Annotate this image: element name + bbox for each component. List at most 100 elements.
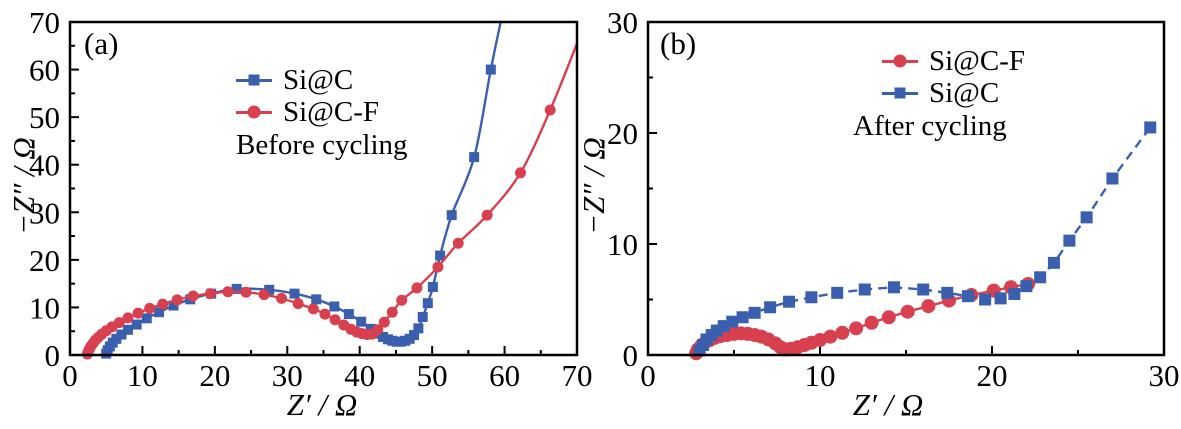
data-point-square bbox=[994, 292, 1007, 305]
legend-label: Si@C bbox=[283, 63, 354, 96]
y-tick-label: 20 bbox=[607, 116, 638, 151]
data-point-square bbox=[961, 290, 974, 303]
data-point-square bbox=[264, 284, 275, 295]
data-point-square bbox=[1034, 271, 1047, 284]
data-point-square bbox=[1144, 121, 1157, 134]
data-point-square bbox=[417, 311, 428, 322]
data-point-square bbox=[1047, 256, 1060, 269]
y-tick-label: 10 bbox=[607, 227, 638, 262]
x-tick-label: 10 bbox=[127, 358, 158, 393]
data-point-circle bbox=[144, 302, 156, 314]
data-point-square bbox=[446, 210, 457, 221]
data-point-square bbox=[289, 288, 300, 299]
data-point-circle bbox=[396, 294, 408, 306]
data-point-circle bbox=[222, 286, 234, 298]
data-point-square bbox=[1106, 172, 1119, 185]
data-point-circle bbox=[275, 292, 287, 304]
legend-note: Before cycling bbox=[236, 129, 408, 161]
y-tick-label: 30 bbox=[607, 5, 638, 40]
data-point-circle bbox=[319, 308, 331, 320]
data-point-circle bbox=[921, 299, 936, 314]
y-axis-title-a: −Z″ / Ω bbox=[6, 137, 41, 235]
panel-a-label: (a) bbox=[84, 26, 119, 61]
x-tick-label: 20 bbox=[977, 358, 1008, 393]
data-point-square bbox=[111, 333, 122, 344]
legend-line-icon bbox=[882, 87, 918, 99]
y-axis-title-b: −Z″ / Ω bbox=[576, 137, 611, 235]
data-point-square bbox=[131, 319, 142, 330]
legend-label: Si@C bbox=[929, 76, 1000, 109]
data-point-square bbox=[485, 64, 496, 75]
x-axis-title-a: Z′ / Ω bbox=[286, 387, 358, 422]
legend-label: Si@C-F bbox=[283, 95, 380, 128]
data-point-circle bbox=[240, 286, 252, 298]
data-point-square bbox=[122, 324, 133, 335]
x-tick-label: 30 bbox=[272, 358, 303, 393]
series-line-Si@C bbox=[698, 126, 1152, 352]
x-tick-label: 30 bbox=[1149, 358, 1180, 393]
data-point-square bbox=[231, 283, 242, 294]
axes-frame bbox=[68, 20, 579, 357]
data-point-circle bbox=[292, 298, 304, 310]
legend-item: Si@C-F bbox=[882, 45, 1025, 77]
data-point-circle bbox=[849, 321, 864, 336]
data-point-circle bbox=[187, 290, 199, 302]
data-point-square bbox=[748, 306, 761, 319]
data-point-circle bbox=[411, 282, 423, 294]
y-tick-label: 40 bbox=[29, 148, 60, 183]
panel-b: 0 10 20 30 0 10 20 30 bbox=[607, 5, 1180, 393]
data-point-circle bbox=[823, 329, 838, 344]
legend-line-icon bbox=[236, 74, 272, 86]
data-point-circle bbox=[864, 315, 879, 330]
data-point-square bbox=[805, 291, 818, 304]
data-point-circle bbox=[544, 104, 556, 116]
data-point-square bbox=[1008, 287, 1021, 300]
y-tick-label: 10 bbox=[29, 290, 60, 325]
legend-b: Si@C-F Si@C After cycling bbox=[853, 45, 1025, 141]
data-point-circle bbox=[113, 317, 125, 329]
data-point-square bbox=[858, 283, 871, 296]
data-point-square bbox=[141, 313, 152, 324]
data-point-square bbox=[311, 294, 322, 305]
data-point-square bbox=[343, 309, 354, 320]
data-point-square bbox=[979, 293, 992, 306]
x-axis-title-b: Z′ / Ω bbox=[852, 387, 924, 422]
data-point-square bbox=[329, 301, 340, 312]
legend-label: Si@C-F bbox=[929, 44, 1026, 77]
data-point-square bbox=[409, 330, 420, 341]
legend-item: Si@C bbox=[882, 77, 1025, 109]
legend-item: Si@C bbox=[236, 64, 408, 96]
y-tick-label: 70 bbox=[29, 5, 60, 40]
data-point-square bbox=[917, 283, 930, 296]
data-point-square bbox=[783, 295, 796, 308]
x-tick-label: 0 bbox=[640, 358, 656, 393]
data-point-square bbox=[1063, 234, 1076, 247]
x-tick-label: 40 bbox=[344, 358, 375, 393]
data-point-square bbox=[356, 316, 367, 327]
data-point-square bbox=[427, 281, 438, 292]
panel-b-label: (b) bbox=[660, 26, 697, 61]
x-tick-label: 0 bbox=[62, 358, 78, 393]
x-tick-label: 50 bbox=[417, 358, 448, 393]
x-tick-label: 60 bbox=[489, 358, 520, 393]
data-point-square bbox=[413, 323, 424, 334]
legend-note: After cycling bbox=[853, 110, 1007, 142]
data-point-circle bbox=[132, 307, 144, 319]
legend-a: Si@C Si@C-F Before cycling bbox=[236, 64, 408, 160]
data-point-circle bbox=[205, 288, 217, 300]
legend-marker-circle-icon bbox=[893, 54, 907, 68]
data-point-circle bbox=[481, 209, 493, 221]
data-point-square bbox=[941, 286, 954, 299]
data-point-square bbox=[1080, 211, 1093, 224]
data-point-square bbox=[435, 250, 446, 261]
legend-marker-circle-icon bbox=[247, 105, 261, 119]
legend-marker-square-icon bbox=[894, 87, 906, 99]
data-point-circle bbox=[307, 303, 319, 315]
legend-line-icon bbox=[236, 105, 272, 119]
data-point-circle bbox=[835, 325, 850, 340]
data-point-square bbox=[116, 329, 127, 340]
data-point-square bbox=[168, 300, 179, 311]
data-point-circle bbox=[372, 324, 384, 336]
